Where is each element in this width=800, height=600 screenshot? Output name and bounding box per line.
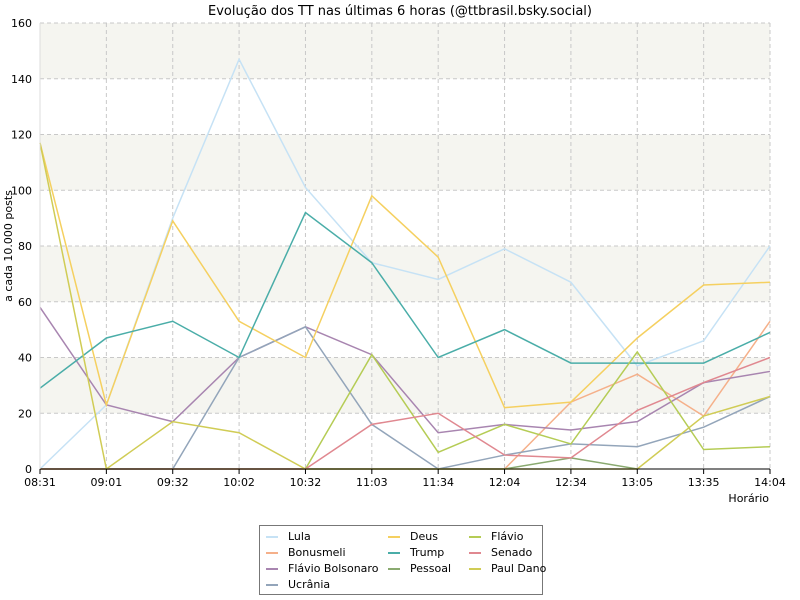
legend-item: Lula <box>260 529 311 545</box>
legend-label: Senado <box>491 546 533 559</box>
legend-label: Deus <box>410 530 438 543</box>
x-tick-label: 08:31 <box>24 476 56 489</box>
series-line-4 <box>39 142 771 409</box>
grid-band <box>40 134 770 191</box>
legend-label: Ucrânia <box>288 578 331 591</box>
x-tick-label: 14:04 <box>754 476 786 489</box>
y-tick-label: 160 <box>11 17 32 30</box>
chart-title: Evolução dos TT nas últimas 6 horas (@tt… <box>208 4 592 19</box>
series-line-5 <box>39 211 771 389</box>
x-axis-label: Horário <box>728 492 769 505</box>
legend-item: Ucrânia <box>260 577 330 593</box>
y-tick-label: 0 <box>25 463 32 476</box>
legend-swatch <box>266 584 278 586</box>
x-tick-label: 10:02 <box>223 476 255 489</box>
x-tick-label: 11:03 <box>356 476 388 489</box>
legend-item: Senado <box>463 545 532 561</box>
x-tick-label: 10:32 <box>290 476 322 489</box>
line-chart: Evolução dos TT nas últimas 6 horas (@tt… <box>2 4 786 505</box>
y-axis-label: a cada 10.000 posts <box>2 190 15 302</box>
x-tick-label: 09:01 <box>91 476 123 489</box>
legend-label: Paul Dano <box>491 562 547 575</box>
grid-band <box>40 246 770 302</box>
legend-item: Paul Dano <box>463 561 546 577</box>
legend-label: Lula <box>288 530 311 543</box>
legend-swatch <box>266 536 278 538</box>
y-tick-label: 40 <box>18 352 32 365</box>
y-tick-label: 20 <box>18 407 32 420</box>
x-tick-label: 13:05 <box>621 476 653 489</box>
legend-swatch <box>388 536 400 538</box>
legend-label: Pessoal <box>410 562 451 575</box>
legend-item: Deus <box>382 529 438 545</box>
grid-band <box>40 23 770 79</box>
x-tick-label: 13:35 <box>688 476 720 489</box>
legend-label: Bonusmeli <box>288 546 346 559</box>
y-tick-label: 80 <box>18 240 32 253</box>
legend-swatch <box>469 568 481 570</box>
y-tick-label: 60 <box>18 296 32 309</box>
y-tick-label: 120 <box>11 129 32 142</box>
legend-swatch <box>266 568 278 570</box>
legend-item: Flávio Bolsonaro <box>260 561 378 577</box>
x-tick-label: 12:34 <box>555 476 587 489</box>
legend-swatch <box>388 552 400 554</box>
legend: Lula Bonusmeli Flávio Bolsonaro Ucrânia Deus… <box>259 525 546 595</box>
legend-item: Bonusmeli <box>260 545 346 561</box>
y-tick-label: 100 <box>11 184 32 197</box>
x-tick-label: 09:32 <box>157 476 189 489</box>
legend-item: Trump <box>382 545 444 561</box>
legend-swatch <box>388 568 400 570</box>
x-tick-label: 11:34 <box>422 476 454 489</box>
legend-swatch <box>469 536 481 538</box>
series-line-2 <box>39 306 771 434</box>
legend-label: Flávio Bolsonaro <box>288 562 379 575</box>
legend-swatch <box>266 552 278 554</box>
legend-swatch <box>469 552 481 554</box>
legend-item: Flávio <box>463 529 523 545</box>
x-tick-label: 12:04 <box>489 476 521 489</box>
legend-label: Flávio <box>491 530 524 543</box>
y-tick-label: 140 <box>11 73 32 86</box>
legend-label: Trump <box>410 546 445 559</box>
legend-item: Pessoal <box>382 561 451 577</box>
series-line-0 <box>39 57 771 470</box>
